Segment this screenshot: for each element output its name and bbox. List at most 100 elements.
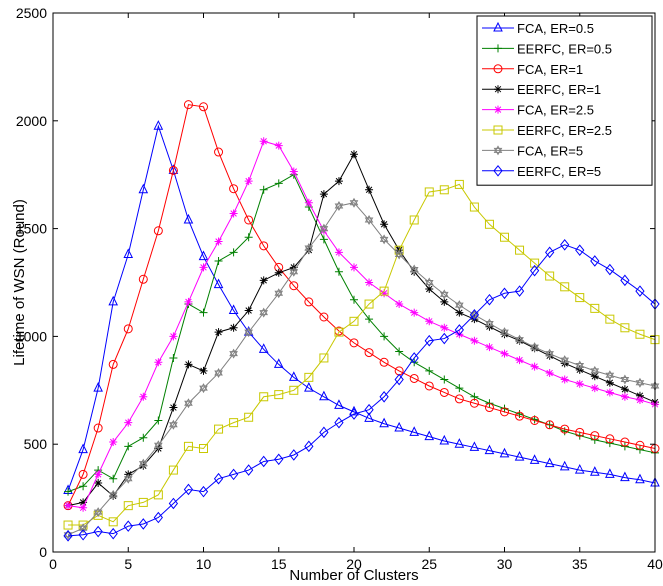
data-point <box>214 370 223 379</box>
data-point <box>244 306 253 315</box>
series-line <box>67 140 656 509</box>
data-point <box>514 451 525 461</box>
data-point <box>154 416 163 425</box>
data-point <box>454 324 464 336</box>
data-point <box>635 440 645 450</box>
legend-marker <box>493 147 503 156</box>
x-tick-label: 0 <box>49 556 57 572</box>
data-point <box>319 223 329 232</box>
data-point <box>184 400 193 409</box>
data-point <box>364 412 374 422</box>
data-point <box>469 202 479 212</box>
data-point <box>545 246 555 259</box>
legend-item: FCA, ER=5 <box>482 143 583 158</box>
data-point <box>364 348 374 358</box>
y-tick-label: 0 <box>39 544 47 560</box>
data-point <box>259 455 269 468</box>
data-point <box>364 403 374 416</box>
data-point <box>184 360 193 369</box>
data-point <box>410 308 419 317</box>
series-5 <box>63 179 660 530</box>
data-point <box>350 150 358 159</box>
data-point <box>213 472 224 485</box>
data-point <box>199 444 208 454</box>
data-point <box>589 466 600 476</box>
data-point <box>560 357 570 366</box>
data-point <box>530 344 539 353</box>
data-point <box>590 372 599 381</box>
x-tick-label: 30 <box>497 556 513 572</box>
data-point <box>364 299 374 309</box>
data-point <box>605 372 615 381</box>
data-point <box>334 177 343 186</box>
data-point <box>454 179 464 189</box>
data-point <box>424 334 434 347</box>
data-point <box>274 390 284 400</box>
data-point <box>350 263 358 272</box>
data-point <box>590 365 600 374</box>
data-point <box>93 423 103 433</box>
data-point <box>183 100 193 110</box>
data-point <box>304 382 314 392</box>
data-point <box>350 295 358 304</box>
data-point <box>364 217 374 225</box>
data-point <box>93 382 103 392</box>
data-point <box>289 281 299 291</box>
data-point <box>153 226 163 236</box>
data-point <box>349 197 359 206</box>
data-point <box>229 418 239 428</box>
data-point <box>439 289 449 297</box>
data-point <box>529 264 540 277</box>
data-point <box>78 528 88 541</box>
legend-item: EERFC, ER=1 <box>482 82 601 97</box>
data-point <box>499 447 510 458</box>
data-point <box>605 314 615 324</box>
data-point <box>500 232 509 242</box>
data-point <box>635 473 645 484</box>
data-point <box>485 320 494 329</box>
data-point <box>228 304 239 315</box>
data-point <box>244 327 253 335</box>
data-point <box>79 503 88 512</box>
series-line <box>67 153 656 507</box>
data-point <box>440 323 449 332</box>
data-point <box>199 366 208 375</box>
data-point <box>108 359 118 369</box>
data-point <box>289 266 299 275</box>
data-point <box>108 492 118 500</box>
data-point <box>395 347 404 356</box>
data-point <box>515 336 524 345</box>
data-point <box>214 147 224 157</box>
data-point <box>93 510 103 520</box>
data-point <box>198 485 209 498</box>
data-point <box>620 392 629 401</box>
data-point <box>274 453 284 466</box>
data-point <box>515 411 525 421</box>
data-point <box>409 426 420 436</box>
data-point <box>409 373 419 383</box>
data-point <box>123 324 133 334</box>
data-point <box>605 388 614 397</box>
legend-marker <box>493 145 503 153</box>
x-tick-label: 35 <box>572 556 588 572</box>
data-point <box>530 344 539 353</box>
data-point <box>530 362 539 371</box>
data-point <box>575 360 585 369</box>
data-point <box>575 293 585 303</box>
data-point <box>545 351 554 359</box>
data-point <box>469 398 479 408</box>
data-point <box>138 497 148 507</box>
data-point <box>394 421 404 432</box>
data-point <box>500 327 509 335</box>
data-point <box>259 185 268 194</box>
data-point <box>109 491 118 500</box>
data-point <box>425 284 434 293</box>
data-point <box>394 251 404 260</box>
data-point <box>560 355 570 363</box>
data-point <box>123 520 133 532</box>
data-point <box>380 332 389 341</box>
data-point <box>184 398 193 406</box>
data-point <box>169 332 178 341</box>
data-point <box>183 441 193 451</box>
data-point <box>620 377 630 385</box>
